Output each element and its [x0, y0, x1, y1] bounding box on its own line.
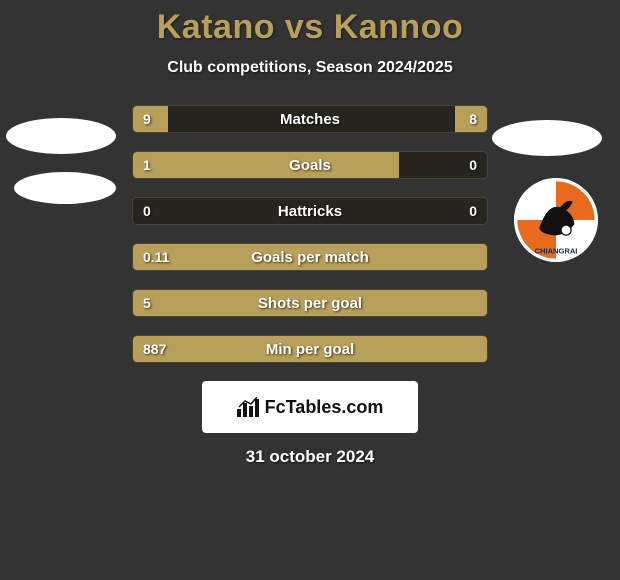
club-right-logo: CHIANGRAI: [514, 178, 598, 262]
chart-icon: [237, 397, 259, 417]
brand-text: FcTables.com: [265, 397, 384, 418]
page-title: Katano vs Kannoo: [0, 8, 620, 47]
bar-left: [133, 152, 399, 178]
svg-text:CHIANGRAI: CHIANGRAI: [535, 247, 578, 256]
fctables-brand-link[interactable]: FcTables.com: [202, 381, 418, 433]
stat-row-goals: 1 Goals 0: [132, 151, 488, 179]
stat-row-goals-per-match: 0.11 Goals per match: [132, 243, 488, 271]
player-left-badge-1: [6, 118, 116, 154]
bar-left: [133, 336, 487, 362]
subtitle: Club competitions, Season 2024/2025: [0, 59, 620, 77]
bar-left: [133, 290, 487, 316]
stat-value-right: 0: [469, 198, 477, 224]
date-text: 31 october 2024: [0, 447, 620, 467]
bar-left: [133, 244, 487, 270]
stat-row-matches: 9 Matches 8: [132, 105, 488, 133]
player-right-badge: [492, 120, 602, 156]
stat-value-right: 0: [469, 152, 477, 178]
stats-panel: 9 Matches 8 1 Goals 0 0 Hattricks 0 0.11…: [132, 105, 488, 363]
stat-row-min-per-goal: 887 Min per goal: [132, 335, 488, 363]
bar-right: [455, 106, 487, 132]
stat-label: Hattricks: [133, 198, 487, 224]
stat-row-shots-per-goal: 5 Shots per goal: [132, 289, 488, 317]
stat-value-left: 0: [143, 198, 151, 224]
player-left-badge-2: [14, 172, 116, 204]
stat-row-hattricks: 0 Hattricks 0: [132, 197, 488, 225]
bar-left: [133, 106, 168, 132]
stat-label: Matches: [133, 106, 487, 132]
